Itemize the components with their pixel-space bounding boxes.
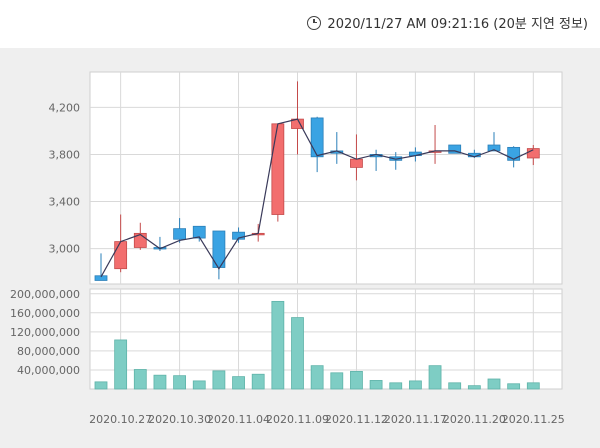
price-y-tick-label: 4,200 bbox=[49, 101, 81, 114]
candle-body bbox=[232, 231, 245, 240]
volume-bar bbox=[389, 382, 403, 390]
price-y-tick-label: 3,000 bbox=[49, 243, 81, 256]
volume-bar bbox=[330, 372, 344, 390]
candle-body bbox=[350, 158, 363, 168]
volume-bar bbox=[133, 369, 147, 390]
x-tick-label: 2020.11.17 bbox=[384, 413, 447, 426]
stock-chart: 3,000 3,400 3,800 4,200 40,000,000 80,000,00… bbox=[10, 71, 565, 426]
volume-bar bbox=[487, 378, 501, 390]
volume-y-tick-label: 200,000,000 bbox=[10, 288, 80, 301]
volume-y-tick-label: 40,000,000 bbox=[17, 364, 80, 377]
volume-panel bbox=[89, 288, 563, 390]
volume-bar bbox=[114, 339, 128, 390]
x-tick-label: 2020.10.27 bbox=[89, 413, 152, 426]
price-panel bbox=[89, 71, 563, 285]
volume-bar bbox=[448, 382, 462, 390]
price-line bbox=[100, 118, 534, 278]
candle-body bbox=[173, 228, 187, 240]
candle-body bbox=[212, 230, 226, 268]
candle-body bbox=[487, 144, 501, 152]
volume-bar bbox=[212, 370, 226, 390]
candle-body bbox=[310, 117, 324, 158]
clock-icon bbox=[307, 15, 322, 30]
x-tick-label: 2020.11.20 bbox=[443, 413, 506, 426]
x-tick-label: 2020.11.12 bbox=[325, 413, 388, 426]
candle-body bbox=[114, 241, 128, 270]
candle-body bbox=[448, 144, 462, 154]
volume-bar bbox=[467, 385, 481, 390]
volume-bar bbox=[271, 300, 285, 390]
volume-bar bbox=[291, 317, 304, 390]
volume-bar bbox=[408, 380, 422, 390]
chart-area: 3,000 3,400 3,800 4,200 40,000,000 80,000,00… bbox=[0, 48, 600, 448]
timestamp: 2020/11/27 AM 09:21:16 (20분 지연 정보) bbox=[307, 13, 588, 32]
header: 2020/11/27 AM 09:21:16 (20분 지연 정보) bbox=[0, 0, 600, 48]
candle-body bbox=[271, 123, 285, 215]
volume-y-tick-label: 80,000,000 bbox=[17, 345, 80, 358]
candle-body bbox=[507, 146, 521, 161]
timestamp-text: 2020/11/27 AM 09:21:16 (20분 지연 정보) bbox=[327, 17, 588, 32]
price-y-tick-label: 3,400 bbox=[49, 196, 81, 209]
volume-bar bbox=[350, 370, 363, 390]
volume-bar bbox=[428, 365, 442, 390]
volume-y-tick-label: 120,000,000 bbox=[10, 326, 80, 339]
x-tick-label: 2020.11.25 bbox=[502, 413, 565, 426]
volume-bar bbox=[192, 380, 206, 390]
x-tick-label: 2020.11.09 bbox=[266, 413, 329, 426]
volume-bar bbox=[232, 376, 245, 390]
volume-bar bbox=[526, 382, 540, 390]
volume-bar bbox=[507, 383, 521, 390]
volume-bar bbox=[173, 375, 187, 390]
x-tick-label: 2020.10.30 bbox=[148, 413, 211, 426]
x-tick-label: 2020.11.04 bbox=[207, 413, 270, 426]
volume-bar bbox=[153, 374, 167, 390]
volume-bar bbox=[369, 380, 383, 390]
candle-body bbox=[192, 225, 206, 239]
volume-bar bbox=[94, 381, 108, 390]
price-y-tick-label: 3,800 bbox=[49, 148, 81, 161]
volume-bar bbox=[310, 365, 324, 390]
volume-y-tick-label: 160,000,000 bbox=[10, 307, 80, 320]
volume-bar bbox=[251, 373, 265, 390]
